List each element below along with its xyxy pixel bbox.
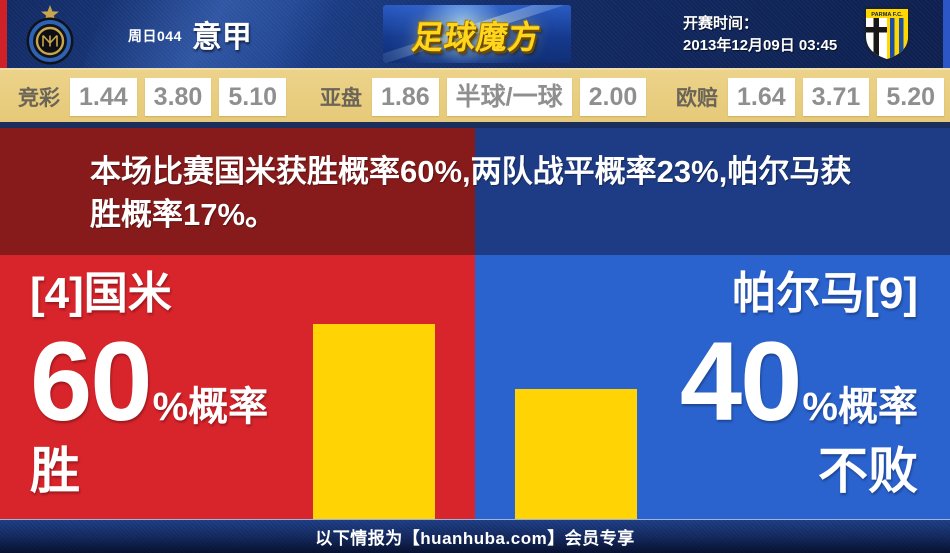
away-summary-panel bbox=[475, 128, 950, 255]
footer-notice: 以下情报为【huanhuba.com】会员专享 bbox=[315, 529, 635, 548]
match-title: 周日044 意甲 bbox=[128, 0, 252, 68]
home-summary-panel bbox=[0, 128, 475, 255]
home-probability-bar bbox=[313, 324, 435, 519]
away-percent-suffix: %概率 bbox=[802, 385, 918, 429]
away-team-name: 帕尔马[9] bbox=[732, 269, 918, 318]
home-outcome: 胜 bbox=[30, 443, 80, 499]
jingcai-label: 竞彩 bbox=[18, 87, 60, 110]
jingcai-odds-away: 5.10 bbox=[219, 78, 287, 116]
away-percent-value: 40 bbox=[679, 319, 803, 444]
yapan-label: 亚盘 bbox=[320, 87, 362, 110]
parma-badge-text: PARMA F.C. bbox=[871, 12, 903, 18]
oupei-label: 欧赔 bbox=[676, 87, 718, 110]
away-outcome: 不败 bbox=[818, 443, 918, 499]
site-logo-text: 足球魔方 bbox=[409, 18, 544, 56]
home-team-block: [4]国米 60 %概率 胜 bbox=[30, 266, 268, 502]
odds-group-yapan: 亚盘 1.86 半球/一球 2.00 bbox=[320, 70, 647, 124]
yapan-handicap: 半球/一球 bbox=[446, 78, 572, 116]
section-divider bbox=[0, 122, 950, 128]
footer: 以下情报为【huanhuba.com】会员专享 bbox=[0, 519, 950, 553]
yapan-odds-away: 2.00 bbox=[579, 78, 647, 116]
kickoff-label: 开赛时间： bbox=[683, 15, 759, 32]
oupei-odds-home: 1.64 bbox=[728, 78, 795, 116]
home-team-name: [4]国米 bbox=[30, 269, 172, 318]
home-percent-value: 60 bbox=[30, 319, 153, 444]
oupei-odds-away: 5.20 bbox=[877, 78, 945, 116]
home-percent-row: 60 %概率 bbox=[30, 326, 268, 438]
left-edge-accent bbox=[0, 0, 7, 68]
jingcai-odds-draw: 3.80 bbox=[144, 78, 212, 116]
kickoff-time-block: 开赛时间： 2013年12月09日 03:45 bbox=[683, 13, 837, 57]
away-percent-row: 40 %概率 bbox=[680, 326, 918, 438]
odds-bar: 竞彩 1.44 3.80 5.10 亚盘 1.86 半球/一球 2.00 欧赔 … bbox=[0, 68, 950, 122]
away-team-block: 帕尔马[9] 40 %概率 不败 bbox=[680, 266, 918, 502]
league-name: 意甲 bbox=[191, 21, 252, 54]
match-code: 周日044 bbox=[128, 28, 182, 44]
yapan-odds-home: 1.86 bbox=[372, 78, 439, 116]
away-probability-bar bbox=[515, 389, 637, 519]
jingcai-odds-home: 1.44 bbox=[70, 78, 137, 116]
oupei-odds-draw: 3.71 bbox=[802, 78, 870, 116]
home-percent-suffix: %概率 bbox=[152, 385, 269, 429]
inter-milan-badge-icon bbox=[26, 5, 74, 65]
parma-badge-icon: PARMA F.C. bbox=[863, 6, 911, 62]
kickoff-time: 2013年12月09日 03:45 bbox=[683, 37, 838, 54]
prediction-summary: 本场比赛国米获胜概率60%,两队战平概率23%,帕尔马获胜概率17%。 bbox=[90, 154, 852, 232]
odds-group-oupei: 欧赔 1.64 3.71 5.20 bbox=[676, 70, 945, 124]
odds-group-jingcai: 竞彩 1.44 3.80 5.10 bbox=[18, 70, 287, 124]
site-logo[interactable]: 足球魔方 bbox=[383, 5, 571, 63]
right-edge-accent bbox=[943, 0, 950, 68]
